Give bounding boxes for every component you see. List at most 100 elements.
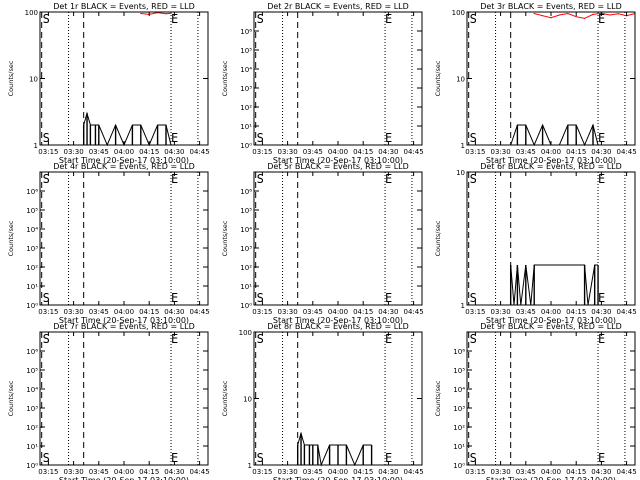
x-tick-label: 04:45 [404, 468, 424, 476]
marker-s-bottom: S [43, 131, 50, 145]
y-axis-label: Counts/sec [221, 380, 229, 416]
panel-det-6: Det 6r BLACK = Events, RED = LLDSSEE1100… [434, 162, 637, 325]
y-tick-label: 10⁶ [240, 188, 252, 196]
y-tick-label: 10¹ [26, 283, 38, 291]
y-tick-label: 10⁶ [240, 28, 252, 36]
x-tick-label: 04:00 [328, 308, 348, 316]
x-axis-label: Start Time (20-Sep-17 03:10:00) [486, 316, 616, 325]
marker-s-top: S [43, 332, 50, 346]
y-tick-label: 10⁶ [453, 348, 465, 356]
marker-s-top: S [257, 12, 264, 26]
lld-point [592, 13, 594, 16]
lld-point [567, 12, 569, 15]
lld-series-line [534, 12, 636, 19]
x-axis-label: Start Time (20-Sep-17 03:10:00) [59, 316, 189, 325]
y-tick-label: 10⁰ [240, 302, 252, 310]
y-tick-label: 10⁴ [453, 386, 465, 394]
x-axis-label: Start Time (20-Sep-17 03:10:00) [486, 156, 616, 165]
panel-title: Det 6r BLACK = Events, RED = LLD [480, 162, 622, 171]
panel-title: Det 4r BLACK = Events, RED = LLD [53, 162, 195, 171]
marker-s-bottom: S [257, 291, 264, 305]
x-tick-label: 03:15 [465, 148, 485, 156]
x-tick-label: 03:30 [278, 148, 298, 156]
lld-point [617, 13, 619, 15]
y-tick-label: 10 [243, 396, 252, 404]
x-tick-label: 03:45 [303, 468, 323, 476]
x-tick-label: 04:15 [139, 468, 159, 476]
x-tick-label: 04:00 [541, 308, 561, 316]
x-tick-label: 03:45 [89, 468, 109, 476]
x-tick-label: 04:15 [353, 468, 373, 476]
marker-s-bottom: S [470, 451, 477, 465]
plot-frame [466, 171, 636, 306]
x-tick-label: 04:45 [404, 148, 424, 156]
marker-e-bottom: E [171, 291, 178, 305]
marker-e-bottom: E [385, 131, 392, 145]
y-tick-label: 10² [240, 264, 252, 272]
panel-title: Det 9r BLACK = Events, RED = LLD [480, 322, 622, 331]
lld-point [609, 14, 611, 16]
marker-e-top: E [385, 172, 392, 186]
lld-point [165, 13, 167, 15]
panel-det-3: Det 3r BLACK = Events, RED = LLDSSEE1101… [434, 2, 637, 165]
y-tick-label: 10⁵ [26, 207, 38, 215]
plot-frame [39, 331, 209, 466]
x-tick-label: 03:45 [89, 148, 109, 156]
marker-e-bottom: E [385, 451, 392, 465]
y-tick-label: 10¹ [240, 123, 252, 131]
marker-e-top: E [385, 12, 392, 26]
events-series-line [83, 111, 172, 147]
x-tick-label: 04:30 [378, 148, 398, 156]
x-tick-label: 03:30 [64, 468, 84, 476]
y-axis-label: Counts/sec [434, 380, 442, 416]
y-tick-label: 10⁵ [453, 367, 465, 375]
y-tick-label: 10 [456, 76, 465, 84]
marker-e-bottom: E [598, 131, 605, 145]
y-tick-label: 10² [453, 424, 465, 432]
marker-e-bottom: E [171, 451, 178, 465]
x-tick-label: 03:15 [252, 148, 272, 156]
y-tick-label: 10² [26, 424, 38, 432]
x-tick-label: 04:00 [541, 148, 561, 156]
x-tick-label: 04:30 [164, 468, 184, 476]
x-tick-label: 03:45 [516, 468, 536, 476]
x-tick-label: 04:00 [541, 468, 561, 476]
x-tick-label: 04:30 [164, 308, 184, 316]
marker-s-bottom: S [470, 131, 477, 145]
x-tick-label: 04:45 [190, 148, 210, 156]
x-tick-label: 04:00 [328, 148, 348, 156]
lld-point [533, 12, 535, 15]
plot-frame [466, 11, 636, 146]
lld-point [550, 17, 552, 19]
y-tick-label: 10⁴ [240, 66, 252, 74]
marker-e-bottom: E [385, 291, 392, 305]
marker-e-top: E [598, 172, 605, 186]
y-tick-label: 10⁰ [453, 462, 465, 470]
y-tick-label: 10⁴ [26, 386, 38, 394]
y-tick-label: 10¹ [240, 283, 252, 291]
lld-point [558, 14, 561, 16]
x-tick-label: 03:30 [491, 308, 511, 316]
x-tick-label: 04:45 [617, 308, 637, 316]
y-tick-label: 10 [456, 169, 465, 177]
y-tick-label: 10⁶ [26, 348, 38, 356]
y-tick-label: 10² [26, 264, 38, 272]
x-tick-label: 03:45 [89, 308, 109, 316]
x-tick-label: 04:45 [617, 148, 637, 156]
y-tick-label: 10⁵ [26, 367, 38, 375]
plot-frame [253, 171, 423, 306]
y-tick-label: 10⁴ [26, 226, 38, 234]
marker-s-top: S [257, 332, 264, 346]
x-tick-label: 04:45 [190, 468, 210, 476]
x-tick-label: 04:30 [591, 308, 611, 316]
marker-s-top: S [257, 172, 264, 186]
panel-title: Det 8r BLACK = Events, RED = LLD [267, 322, 409, 331]
marker-e-bottom: E [598, 451, 605, 465]
marker-e-top: E [598, 332, 605, 346]
y-tick-label: 10¹ [453, 443, 465, 451]
x-tick-label: 04:30 [164, 148, 184, 156]
y-tick-label: 10² [240, 104, 252, 112]
panel-det-8: Det 8r BLACK = Events, RED = LLDSSEE1101… [221, 322, 424, 480]
panel-det-4: Det 4r BLACK = Events, RED = LLDSSEE10⁰1… [7, 162, 210, 325]
